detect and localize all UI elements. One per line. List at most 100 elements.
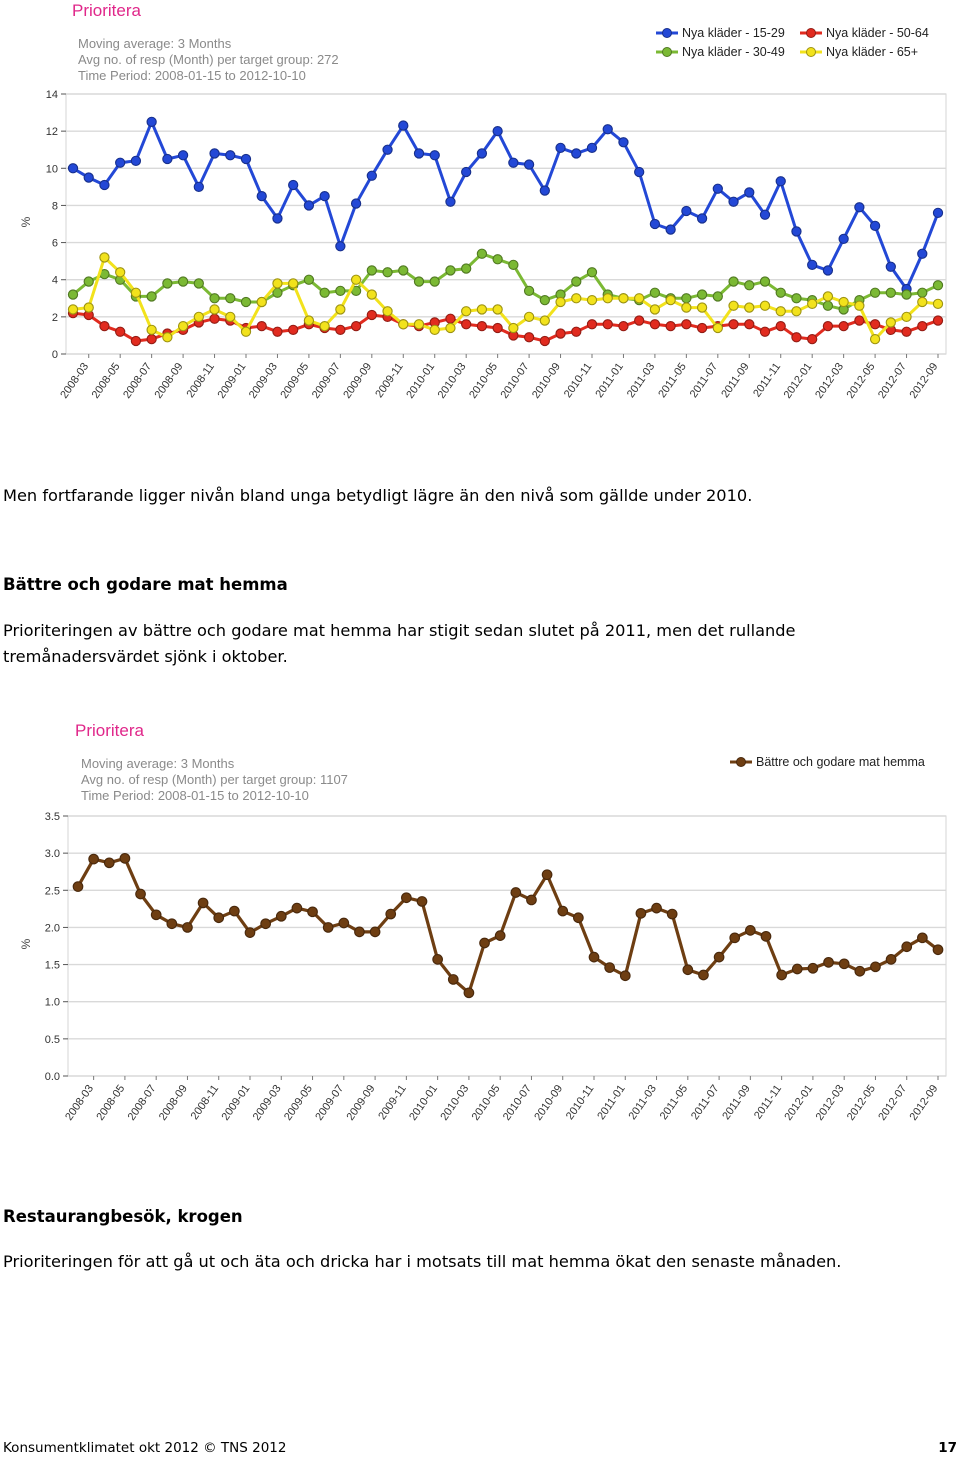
x-tick-label: 2011-09 xyxy=(720,1083,753,1122)
data-point xyxy=(571,326,582,337)
data-point xyxy=(651,902,662,914)
x-tick-label: 2009-11 xyxy=(376,1083,409,1122)
x-tick-label: 2011-05 xyxy=(656,361,689,400)
data-point xyxy=(494,930,506,941)
y-tick-label: 2 xyxy=(52,312,58,324)
data-point xyxy=(272,326,283,337)
data-point xyxy=(649,304,661,315)
data-point xyxy=(901,289,912,300)
data-point xyxy=(307,906,318,918)
data-point xyxy=(369,926,381,938)
data-point xyxy=(604,962,615,973)
data-point xyxy=(461,263,472,274)
x-tick-label: 2009-03 xyxy=(247,361,280,401)
x-tick-label: 2012-09 xyxy=(907,1083,940,1123)
x-tick-label: 2011-07 xyxy=(688,361,721,400)
data-point xyxy=(854,315,865,326)
data-point xyxy=(229,905,240,917)
data-point xyxy=(177,150,189,161)
data-point xyxy=(869,220,881,232)
data-point xyxy=(479,937,490,949)
x-tick-label: 2009-07 xyxy=(310,361,343,401)
data-point xyxy=(618,293,629,304)
data-point xyxy=(932,207,944,219)
data-point xyxy=(288,278,299,289)
data-point xyxy=(162,332,173,343)
data-point xyxy=(445,196,456,207)
data-point xyxy=(72,881,84,892)
data-point xyxy=(759,276,771,287)
data-point xyxy=(539,185,550,196)
data-point xyxy=(696,302,708,313)
x-tick-label: 2012-05 xyxy=(845,1083,878,1123)
chart-better-food-home: Prioritera Moving average: 3 Months Avg no… xyxy=(0,712,960,1132)
data-point xyxy=(209,313,220,324)
data-point xyxy=(539,294,550,306)
legend-entry: Nya kläder - 65+ xyxy=(826,45,918,59)
data-point xyxy=(476,148,488,159)
data-point xyxy=(319,287,330,298)
y-tick-label: 14 xyxy=(46,89,58,101)
data-point xyxy=(366,170,377,181)
data-point xyxy=(335,241,346,252)
data-point xyxy=(917,296,928,308)
data-point xyxy=(366,289,377,300)
data-point xyxy=(822,291,834,302)
data-point xyxy=(602,124,613,135)
x-tick-label: 2008-07 xyxy=(126,1083,159,1123)
chart-info-line: Avg no. of resp (Month) per target group… xyxy=(81,772,348,787)
x-tick-label: 2011-01 xyxy=(593,361,626,400)
chart-info-line: Time Period: 2008-01-15 to 2012-10-10 xyxy=(78,68,306,83)
data-point xyxy=(586,267,598,278)
data-point xyxy=(759,326,771,337)
data-point xyxy=(429,276,440,287)
data-point xyxy=(130,335,142,347)
paragraph-food-home-line1: Prioriteringen av bättre och godare mat … xyxy=(3,621,796,640)
paragraph-restaurant: Prioriteringen för att gå ut och äta och… xyxy=(3,1252,842,1271)
data-point xyxy=(508,259,519,271)
data-point xyxy=(712,291,723,302)
data-point xyxy=(885,954,897,965)
data-point xyxy=(288,324,299,336)
data-point xyxy=(822,320,834,332)
data-point xyxy=(775,306,786,317)
data-point xyxy=(838,958,850,970)
data-point xyxy=(571,148,582,159)
x-tick-label: 2012-07 xyxy=(876,1083,909,1123)
x-tick-label: 2011-11 xyxy=(752,1083,784,1122)
data-point xyxy=(177,320,189,332)
data-point xyxy=(461,319,472,330)
x-tick-label: 2012-01 xyxy=(782,1083,815,1123)
data-point xyxy=(354,926,365,938)
data-point xyxy=(744,319,755,330)
data-point xyxy=(209,293,220,304)
data-point xyxy=(193,181,204,193)
x-tick-label: 2008-05 xyxy=(94,1083,127,1123)
data-point xyxy=(932,280,944,291)
data-point xyxy=(712,322,723,334)
data-point xyxy=(665,224,676,235)
page-number: 17 xyxy=(938,1440,957,1456)
data-point xyxy=(775,320,786,332)
legend-entry: Bättre och godare mat hemma xyxy=(756,755,925,769)
data-point xyxy=(791,226,802,237)
data-point xyxy=(476,248,488,259)
data-point xyxy=(67,289,79,300)
data-point xyxy=(901,326,912,337)
data-point xyxy=(932,315,944,326)
data-point xyxy=(150,909,162,921)
data-point xyxy=(319,320,330,332)
data-point xyxy=(541,869,553,881)
x-tick-label: 2008-09 xyxy=(157,1083,190,1123)
y-tick-label: 3.0 xyxy=(45,848,60,860)
data-point xyxy=(335,304,346,315)
x-tick-label: 2011-01 xyxy=(595,1083,628,1122)
data-point xyxy=(917,932,928,944)
data-point xyxy=(413,148,425,159)
data-point xyxy=(539,315,550,326)
data-point xyxy=(901,941,913,953)
legend-entry: Nya kläder - 15-29 xyxy=(682,26,785,40)
y-axis-label: % xyxy=(19,216,33,227)
data-point xyxy=(119,852,131,864)
